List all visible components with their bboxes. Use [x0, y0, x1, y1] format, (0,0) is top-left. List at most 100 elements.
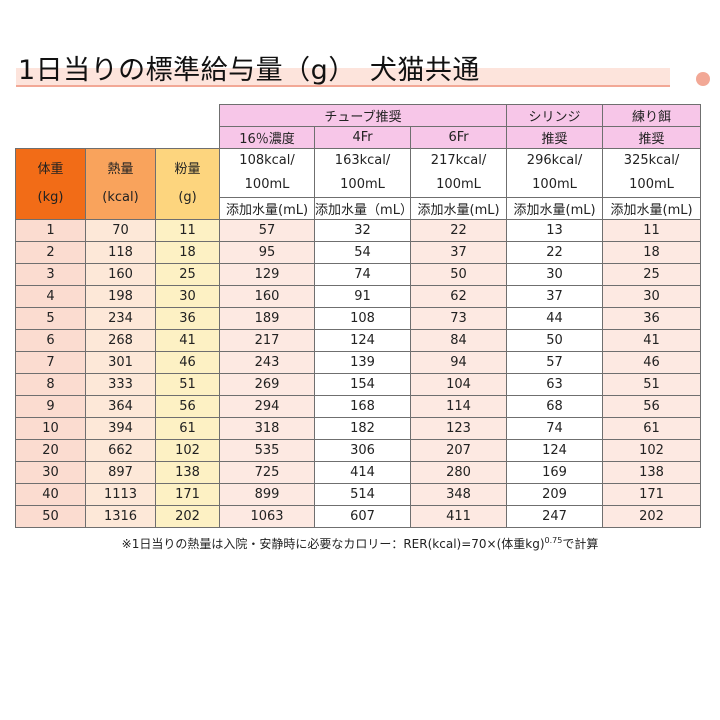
header-energy: 熱量 (kcal) [85, 148, 156, 220]
cell-water-325: 36 [602, 307, 702, 330]
cell-energy: 662 [85, 439, 156, 462]
cell-water-296: 247 [506, 505, 604, 528]
kcal-108-line1: 108kcal/ [239, 153, 295, 168]
header-weight-line1: 体重 [37, 162, 64, 177]
cell-water-296: 124 [506, 439, 604, 462]
table-row: 2 118 18 95 54 37 22 18 [15, 241, 702, 264]
cell-powder: 202 [154, 505, 221, 528]
cell-powder: 18 [154, 241, 221, 264]
cell-energy: 333 [85, 373, 156, 396]
cell-water-163: 91 [314, 285, 412, 308]
cell-water-217: 104 [410, 373, 508, 396]
title-area: 1日当りの標準給与量（g） 犬猫共通 [16, 46, 710, 94]
cell-powder: 51 [154, 373, 221, 396]
cell-weight: 40 [15, 483, 86, 506]
header-powder-line2: (g) [178, 190, 197, 205]
cell-water-108: 189 [219, 307, 316, 330]
cell-water-217: 94 [410, 351, 508, 374]
cell-water-296: 63 [506, 373, 604, 396]
header-4fr: 4Fr [314, 126, 412, 149]
cell-water-325: 61 [602, 417, 702, 440]
cell-water-217: 411 [410, 505, 508, 528]
cell-water-217: 123 [410, 417, 508, 440]
cell-water-296: 169 [506, 461, 604, 484]
header-energy-line1: 熱量 [107, 162, 134, 177]
cell-water-325: 202 [602, 505, 702, 528]
cell-weight: 20 [15, 439, 86, 462]
kcal-296-line2: 100mL [532, 177, 577, 192]
cell-water-296: 68 [506, 395, 604, 418]
cell-water-296: 30 [506, 263, 604, 286]
cell-water-217: 73 [410, 307, 508, 330]
table-row: 5 234 36 189 108 73 44 36 [15, 307, 702, 330]
header-row-4: 添加水量(mL) 添加水量（mL） 添加水量(mL) 添加水量(mL) 添加水量… [16, 197, 702, 220]
table-row: 7 301 46 243 139 94 57 46 [15, 351, 702, 374]
cell-energy: 234 [85, 307, 156, 330]
cell-water-296: 37 [506, 285, 604, 308]
cell-powder: 138 [154, 461, 221, 484]
cell-water-108: 318 [219, 417, 316, 440]
header-row-3: 体重 (kg) 熱量 (kcal) 粉量 (g) 108kcal/ 100mL … [15, 148, 702, 220]
cell-powder: 46 [154, 351, 221, 374]
cell-water-108: 1063 [219, 505, 316, 528]
cell-water-108: 243 [219, 351, 316, 374]
cell-water-217: 280 [410, 461, 508, 484]
cell-powder: 61 [154, 417, 221, 440]
cell-energy: 160 [85, 263, 156, 286]
cell-water-217: 114 [410, 395, 508, 418]
cell-weight: 9 [15, 395, 86, 418]
header-powder-line1: 粉量 [174, 162, 201, 177]
cell-water-108: 294 [219, 395, 316, 418]
header-weight-line2: (kg) [37, 190, 64, 205]
kcal-108-line2: 100mL [244, 177, 290, 192]
cell-water-217: 22 [410, 219, 508, 242]
header-water-5: 添加水量(mL) [602, 197, 702, 220]
kcal-163-line2: 100mL [340, 177, 385, 192]
cell-water-163: 154 [314, 373, 412, 396]
table-row: 30 897 138 725 414 280 169 138 [15, 461, 702, 484]
header-powder: 粉量 (g) [154, 148, 221, 220]
table-row: 4 198 30 160 91 62 37 30 [15, 285, 702, 308]
cell-energy: 1316 [85, 505, 156, 528]
cell-water-325: 18 [602, 241, 702, 264]
cell-powder: 56 [154, 395, 221, 418]
cell-water-296: 22 [506, 241, 604, 264]
cell-water-325: 102 [602, 439, 702, 462]
cell-water-163: 139 [314, 351, 412, 374]
cell-weight: 4 [15, 285, 86, 308]
cell-water-325: 11 [602, 219, 702, 242]
cell-water-163: 306 [314, 439, 412, 462]
cell-energy: 364 [85, 395, 156, 418]
cell-water-325: 30 [602, 285, 702, 308]
cell-powder: 102 [154, 439, 221, 462]
cell-water-217: 348 [410, 483, 508, 506]
cell-water-163: 108 [314, 307, 412, 330]
cell-water-325: 51 [602, 373, 702, 396]
cell-water-108: 269 [219, 373, 316, 396]
cell-weight: 10 [15, 417, 86, 440]
header-blank [16, 105, 220, 127]
cell-water-217: 37 [410, 241, 508, 264]
header-weight: 体重 (kg) [15, 148, 86, 220]
cell-water-325: 46 [602, 351, 702, 374]
footnote-text: ※1日当りの熱量は入院・安静時に必要なカロリー：RER(kcal)=70×(体重… [121, 537, 545, 551]
cell-weight: 30 [15, 461, 86, 484]
cell-water-108: 535 [219, 439, 316, 462]
cell-water-296: 44 [506, 307, 604, 330]
header-blank-2 [16, 127, 220, 149]
header-kcal-296: 296kcal/ 100mL [506, 148, 604, 198]
cell-water-163: 124 [314, 329, 412, 352]
cell-water-325: 138 [602, 461, 702, 484]
cell-water-217: 84 [410, 329, 508, 352]
cell-weight: 8 [15, 373, 86, 396]
cell-water-163: 607 [314, 505, 412, 528]
header-kcal-163: 163kcal/ 100mL [314, 148, 412, 198]
table-row: 6 268 41 217 124 84 50 41 [15, 329, 702, 352]
footnote-exponent: 0.75 [544, 536, 563, 545]
cell-water-108: 217 [219, 329, 316, 352]
cell-weight: 2 [15, 241, 86, 264]
cell-weight: 7 [15, 351, 86, 374]
table-row: 40 1113 171 899 514 348 209 171 [15, 483, 702, 506]
cell-water-163: 514 [314, 483, 412, 506]
cell-water-217: 207 [410, 439, 508, 462]
